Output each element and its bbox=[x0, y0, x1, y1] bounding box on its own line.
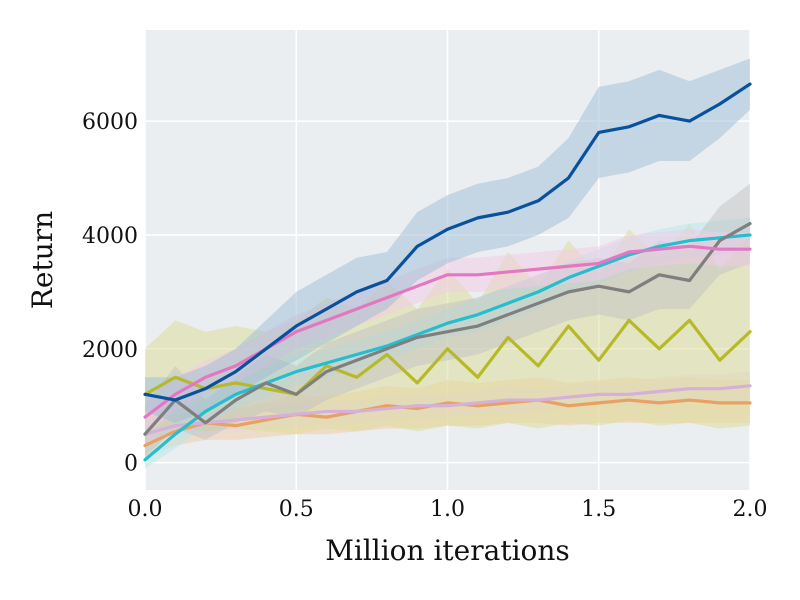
x-tick-label: 1.0 bbox=[430, 497, 465, 522]
series-band bbox=[145, 229, 750, 435]
x-axis-label: Million iterations bbox=[325, 534, 570, 567]
x-tick-label: 0.5 bbox=[279, 497, 314, 522]
x-tick-label: 1.5 bbox=[581, 497, 616, 522]
tick-labels: 0.0 0.5 1.0 1.5 2.0 0 2000 4000 6000 bbox=[82, 110, 768, 522]
y-tick-label: 6000 bbox=[82, 110, 138, 135]
series-line bbox=[143, 244, 752, 419]
x-tick-label: 0.0 bbox=[128, 497, 163, 522]
y-tick-label: 2000 bbox=[82, 338, 138, 363]
y-tick-label: 4000 bbox=[82, 224, 138, 249]
y-tick-label: 0 bbox=[124, 452, 138, 477]
series-line bbox=[143, 384, 752, 436]
series-line bbox=[143, 221, 752, 436]
y-axis-label: Return bbox=[26, 211, 59, 309]
series-line bbox=[143, 398, 752, 448]
series-line bbox=[143, 82, 752, 402]
series-line bbox=[143, 318, 752, 396]
series-band bbox=[145, 183, 750, 457]
series-lines bbox=[143, 82, 752, 462]
x-tick-label: 2.0 bbox=[733, 497, 768, 522]
